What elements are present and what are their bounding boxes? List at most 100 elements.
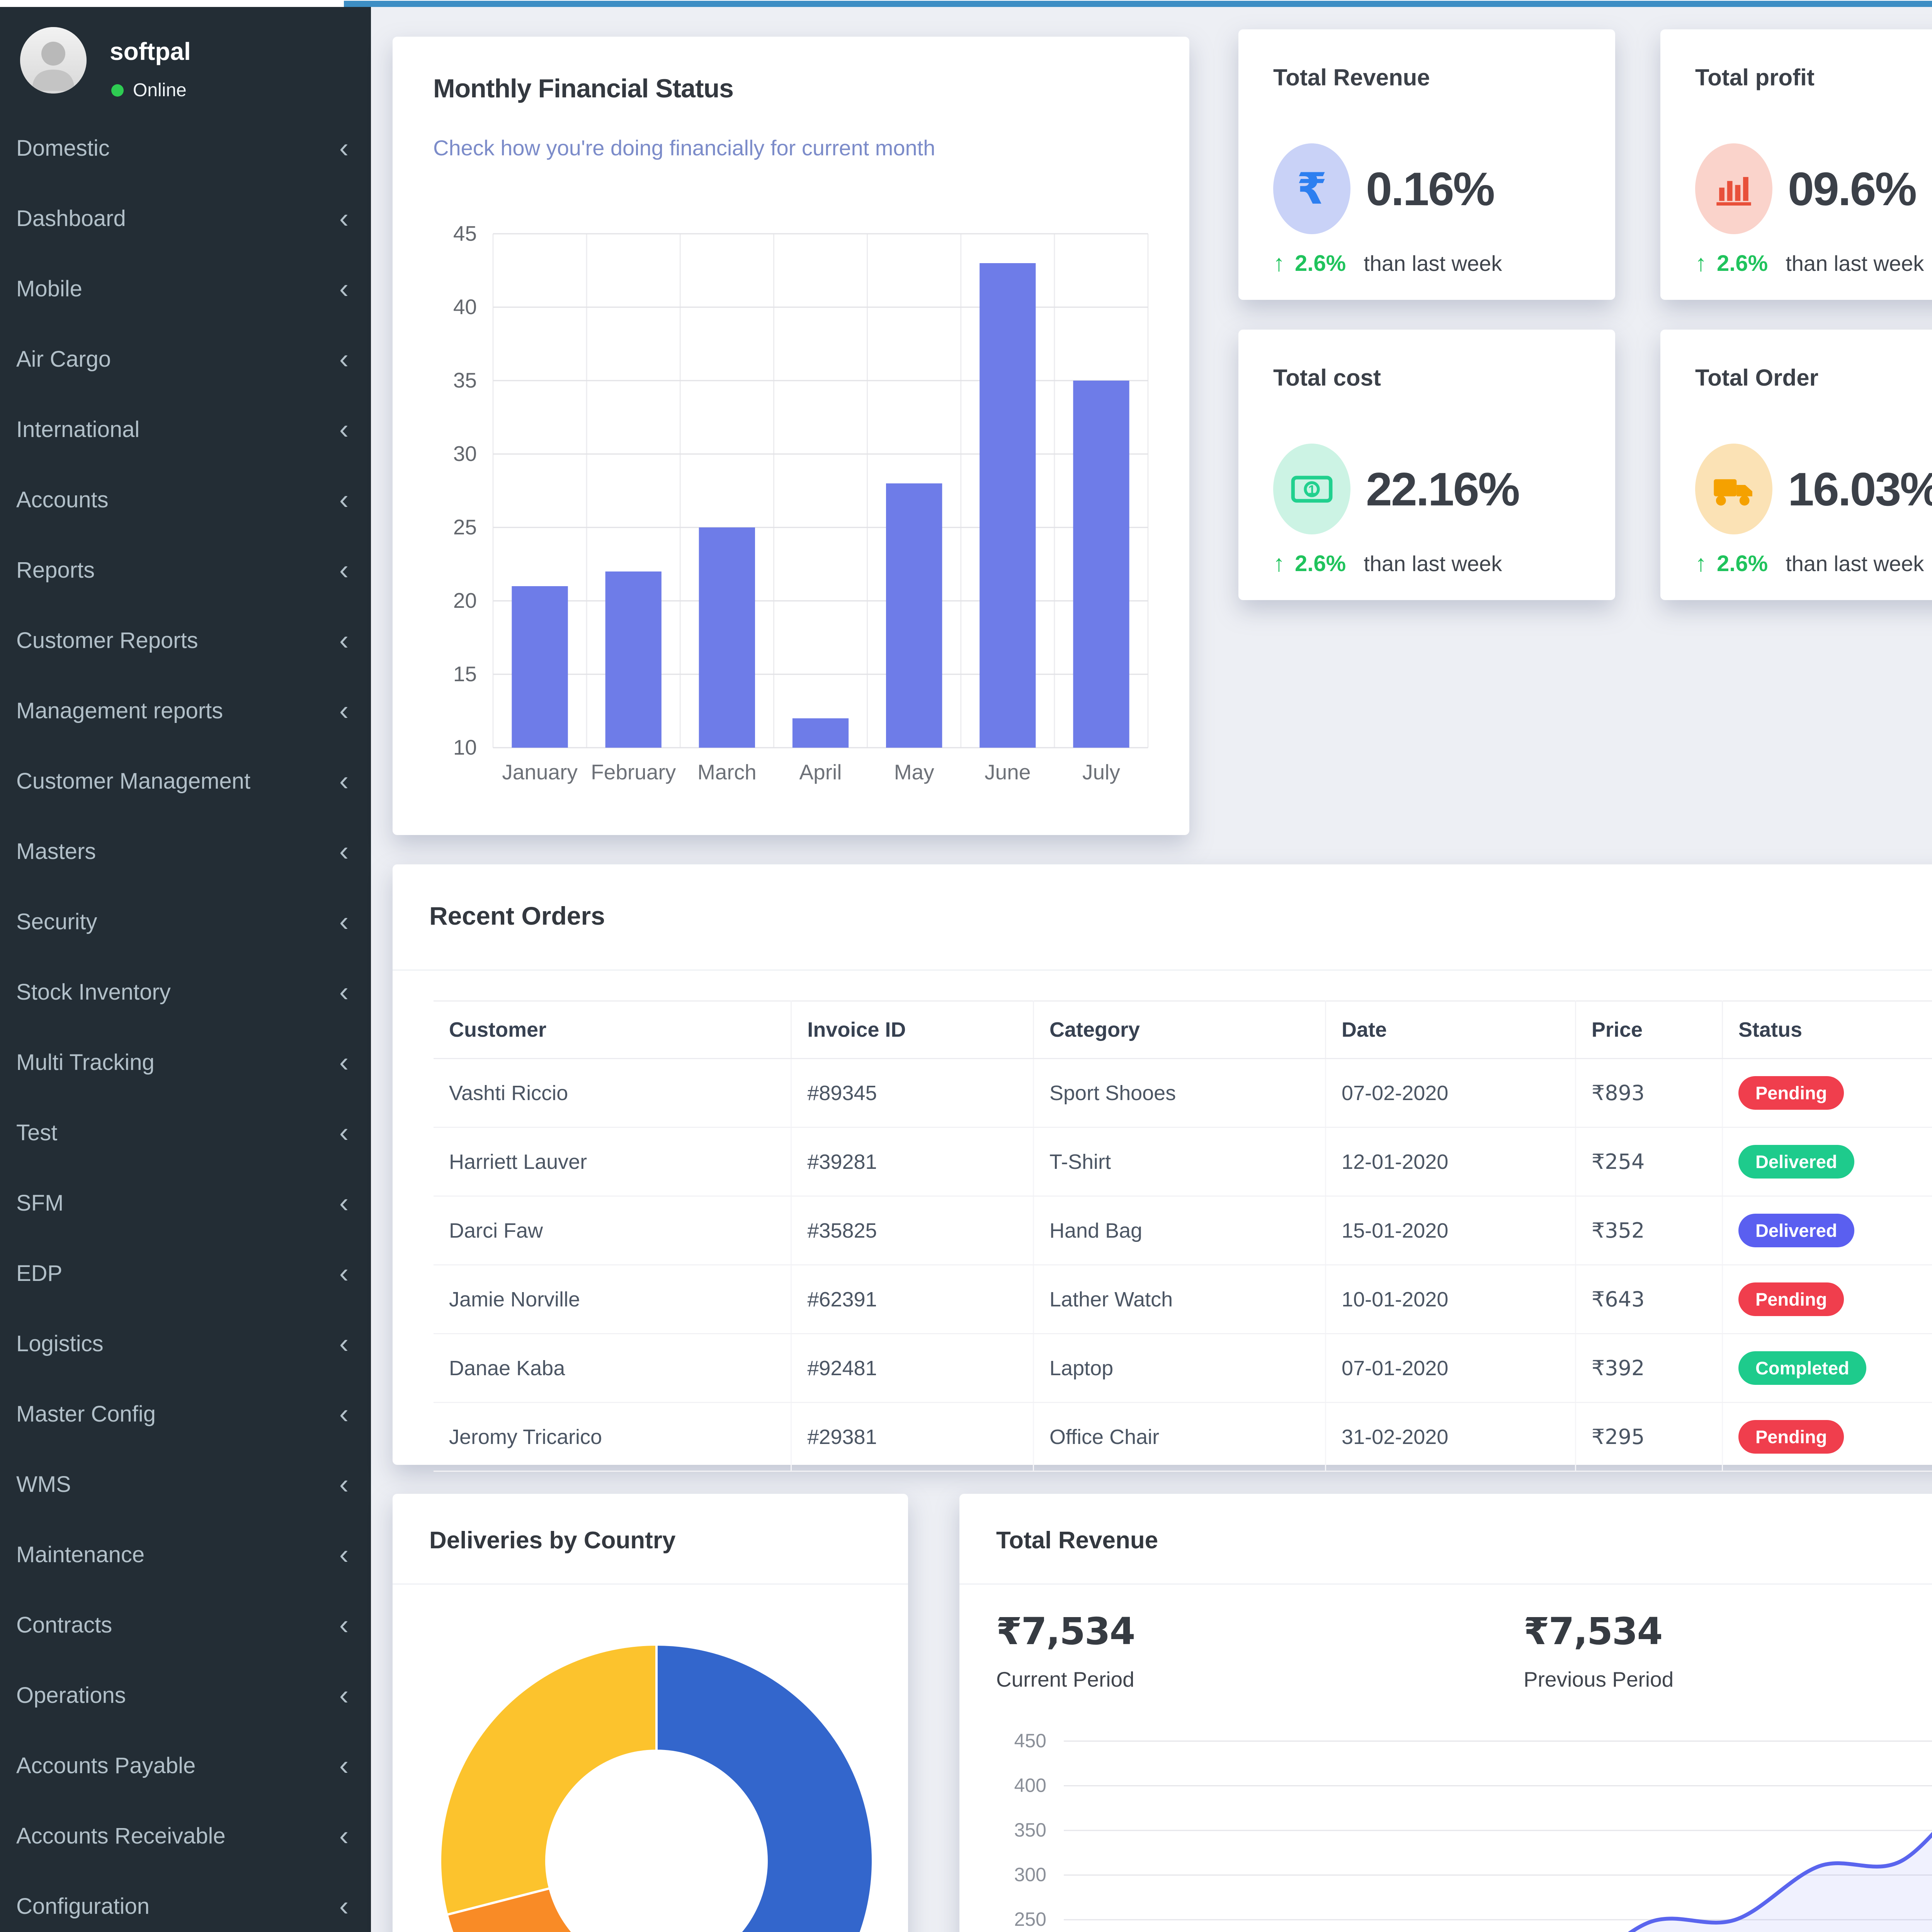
invoice-cell: #35825 — [791, 1196, 1034, 1265]
stat-title: Total Revenue — [1273, 65, 1430, 90]
table-row: Jamie Norville #62391 Lather Watch 10-01-20… — [434, 1265, 1932, 1334]
stat-value: 16.03% — [1788, 463, 1932, 515]
recent-orders-title: Recent Orders — [429, 901, 605, 930]
orders-column-header: Price — [1575, 1000, 1723, 1059]
svg-text:450: 450 — [1014, 1730, 1046, 1752]
orders-column-header: Date — [1325, 1000, 1576, 1059]
chevron-left-icon: ‹ — [339, 1117, 349, 1148]
svg-text:January: January — [502, 760, 578, 784]
svg-text:30: 30 — [453, 442, 477, 466]
sidebar-item-master-config[interactable]: Master Config ‹ — [0, 1379, 371, 1449]
revenue-area-chart: 050100150200250300350400450JanFebMarAprM… — [1014, 1730, 1932, 1932]
sidebar-item-security[interactable]: Security ‹ — [0, 886, 371, 957]
orders-column-header: Customer — [434, 1000, 792, 1059]
svg-text:April: April — [799, 760, 842, 784]
sidebar-item-masters[interactable]: Masters ‹ — [0, 816, 371, 886]
monthly-card-title: Monthly Financial Status — [433, 74, 734, 103]
user-name: softpal — [110, 37, 191, 65]
sidebar-item-mobile[interactable]: Mobile ‹ — [0, 253, 371, 324]
total-profit-stat-card: Total profit 09.6% ↑ 2.6% than last week — [1660, 29, 1932, 300]
status-cell: Pending — [1722, 1058, 1932, 1128]
sidebar-item-accounts-payable[interactable]: Accounts Payable ‹ — [0, 1730, 371, 1801]
customer-cell: Jamie Norville — [434, 1265, 792, 1334]
customer-cell: Vashti Riccio — [434, 1058, 792, 1128]
sidebar-item-label: Stock Inventory — [16, 979, 171, 1005]
sidebar-item-label: Masters — [16, 838, 96, 864]
table-row: Vashti Riccio #89345 Sport Shooes 07-02-202… — [434, 1058, 1932, 1128]
monthly-bar-chart: 10 15 20 25 30 35 40 45 January February March Apri… — [453, 221, 1149, 784]
sidebar-item-sfm[interactable]: SFM ‹ — [0, 1168, 371, 1238]
status-badge: Pending — [1738, 1420, 1844, 1454]
sidebar-item-reports[interactable]: Reports ‹ — [0, 535, 371, 605]
svg-text:250: 250 — [1014, 1908, 1046, 1930]
sidebar-item-domestic[interactable]: Domestic ‹ — [0, 113, 371, 183]
delta-percent: 2.6% — [1295, 551, 1346, 576]
date-cell: 07-01-2020 — [1325, 1333, 1576, 1403]
chevron-left-icon: ‹ — [339, 1891, 349, 1922]
price-cell: ₹295 — [1575, 1402, 1723, 1472]
sidebar-item-multi-tracking[interactable]: Multi Tracking ‹ — [0, 1027, 371, 1097]
sidebar-item-maintenance[interactable]: Maintenance ‹ — [0, 1519, 371, 1590]
stat-value: 0.16% — [1366, 162, 1495, 215]
current-period-label: Current Period — [996, 1667, 1134, 1691]
chevron-left-icon: ‹ — [339, 1680, 349, 1711]
sidebar-item-dashboard[interactable]: Dashboard ‹ — [0, 183, 371, 253]
total-revenue-header: Total Revenue — [959, 1494, 1932, 1585]
up-arrow-icon: ↑ — [1273, 550, 1285, 576]
chevron-left-icon: ‹ — [339, 906, 349, 937]
deliveries-title: Deliveries by Country — [429, 1527, 676, 1554]
chevron-left-icon: ‹ — [339, 1328, 349, 1359]
chevron-left-icon: ‹ — [339, 133, 349, 163]
deliveries-donut-chart — [439, 1643, 874, 1932]
status-cell: Delivered — [1722, 1127, 1932, 1197]
sidebar-item-label: Operations — [16, 1682, 126, 1708]
sidebar-item-label: Security — [16, 909, 97, 934]
user-status-label: Online — [133, 80, 187, 100]
sidebar-item-label: WMS — [16, 1471, 71, 1497]
customer-cell: Harriett Lauver — [434, 1127, 792, 1197]
sidebar-item-international[interactable]: International ‹ — [0, 394, 371, 464]
delta-percent: 2.6% — [1295, 251, 1346, 276]
invoice-cell: #89345 — [791, 1058, 1034, 1128]
sidebar-item-label: Air Cargo — [16, 346, 111, 372]
sidebar-item-customer-management[interactable]: Customer Management ‹ — [0, 746, 371, 816]
sidebar-item-air-cargo[interactable]: Air Cargo ‹ — [0, 324, 371, 394]
chevron-left-icon: ‹ — [339, 1187, 349, 1218]
sidebar-item-operations[interactable]: Operations ‹ — [0, 1660, 371, 1730]
chevron-left-icon: ‹ — [339, 976, 349, 1007]
table-row: Danae Kaba #92481 Laptop 07-01-2020 ₹392 Comp… — [434, 1333, 1932, 1403]
sidebar-item-test[interactable]: Test ‹ — [0, 1097, 371, 1168]
sidebar-item-label: Configuration — [16, 1893, 150, 1919]
chevron-left-icon: ‹ — [339, 1539, 349, 1570]
sidebar-item-stock-inventory[interactable]: Stock Inventory ‹ — [0, 957, 371, 1027]
stat-title: Total cost — [1273, 365, 1381, 391]
sidebar-item-edp[interactable]: EDP ‹ — [0, 1238, 371, 1308]
truck-icon — [1695, 444, 1772, 534]
sidebar-item-customer-reports[interactable]: Customer Reports ‹ — [0, 605, 371, 675]
sidebar-item-logistics[interactable]: Logistics ‹ — [0, 1308, 371, 1379]
up-arrow-icon: ↑ — [1695, 250, 1707, 276]
sidebar-item-accounts-receivable[interactable]: Accounts Receivable ‹ — [0, 1801, 371, 1871]
current-period-value: ₹7,534 — [996, 1610, 1135, 1653]
sidebar-item-label: Reports — [16, 557, 95, 583]
chevron-left-icon: ‹ — [339, 625, 349, 656]
date-cell: 12-01-2020 — [1325, 1127, 1576, 1197]
sidebar-item-management-reports[interactable]: Management reports ‹ — [0, 675, 371, 746]
category-cell: Hand Bag — [1033, 1196, 1327, 1265]
deliveries-card: Deliveries by Country IndiaUSAAustalia — [393, 1494, 908, 1932]
price-cell: ₹643 — [1575, 1265, 1723, 1334]
chevron-left-icon: ‹ — [339, 695, 349, 726]
sidebar-item-wms[interactable]: WMS ‹ — [0, 1449, 371, 1519]
price-cell: ₹392 — [1575, 1333, 1723, 1403]
invoice-cell: #62391 — [791, 1265, 1034, 1334]
stat-delta: ↑ 2.6% than last week — [1695, 250, 1924, 276]
sidebar-item-contracts[interactable]: Contracts ‹ — [0, 1590, 371, 1660]
sidebar-item-accounts[interactable]: Accounts ‹ — [0, 464, 371, 535]
orders-column-header: Invoice ID — [791, 1000, 1034, 1059]
bar-chart-glyph — [1716, 177, 1751, 206]
stat-title: Total Order — [1695, 365, 1818, 391]
svg-text:June: June — [985, 760, 1031, 784]
truck-glyph — [1714, 479, 1752, 505]
sidebar-item-configuration[interactable]: Configuration ‹ — [0, 1871, 371, 1932]
